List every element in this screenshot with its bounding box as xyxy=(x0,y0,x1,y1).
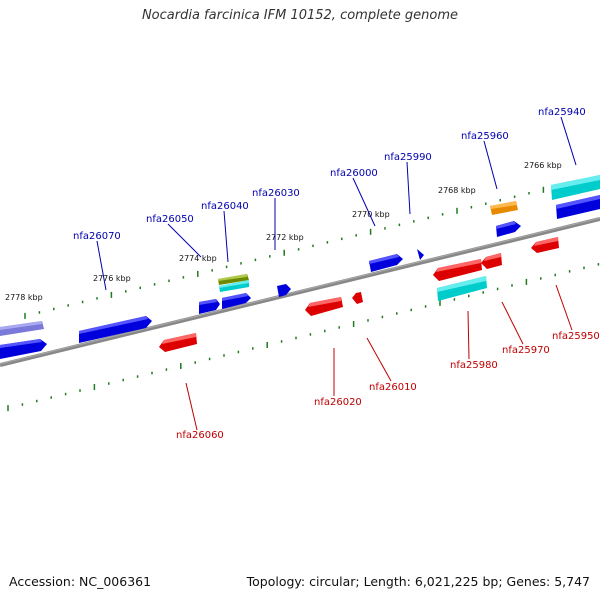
gene-feature[interactable] xyxy=(417,249,424,260)
gene-label[interactable]: nfa26040 xyxy=(201,201,249,212)
gene-label[interactable]: nfa26050 xyxy=(146,214,194,225)
gene-label[interactable]: nfa26000 xyxy=(330,168,378,179)
scale-label: 2768 kbp xyxy=(438,186,476,195)
gene-label[interactable]: nfa26020 xyxy=(314,397,362,408)
gene-feature[interactable] xyxy=(352,292,363,304)
topology-text: Topology: circular; Length: 6,021,225 bp… xyxy=(246,574,590,589)
label-callouts xyxy=(96,116,577,431)
gene-label[interactable]: nfa25940 xyxy=(538,107,586,118)
gene-feature[interactable] xyxy=(369,254,403,272)
gene-label[interactable]: nfa26070 xyxy=(73,231,121,242)
gene-label[interactable]: nfa26030 xyxy=(252,188,300,199)
scale-ticks-forward xyxy=(24,178,588,319)
scale-label: 2778 kbp xyxy=(5,293,43,302)
gene-label[interactable]: nfa25960 xyxy=(461,131,509,142)
gene-label[interactable]: nfa25980 xyxy=(450,360,498,371)
scale-label: 2770 kbp xyxy=(352,210,390,219)
gene-label[interactable]: nfa25950 xyxy=(552,331,600,342)
gene-feature[interactable] xyxy=(277,284,291,297)
scale-label: 2772 kbp xyxy=(266,233,304,242)
gene-label[interactable]: nfa25990 xyxy=(384,152,432,163)
scale-label: 2766 kbp xyxy=(524,161,562,170)
accession-text: Accession: NC_006361 xyxy=(9,574,152,589)
gene-label[interactable]: nfa26010 xyxy=(369,382,417,393)
gene-feature[interactable] xyxy=(79,316,152,343)
scale-ticks-reverse xyxy=(7,263,600,412)
map-title: Nocardia farcinica IFM 10152, complete g… xyxy=(141,8,459,23)
gene-label[interactable]: nfa26060 xyxy=(176,430,224,441)
genome-backbone xyxy=(0,217,600,367)
gene-label[interactable]: nfa25970 xyxy=(502,345,550,356)
forward-genes xyxy=(0,175,600,359)
scale-label: 2776 kbp xyxy=(93,274,131,283)
reverse-genes xyxy=(159,237,559,352)
scale-label: 2774 kbp xyxy=(179,254,217,263)
